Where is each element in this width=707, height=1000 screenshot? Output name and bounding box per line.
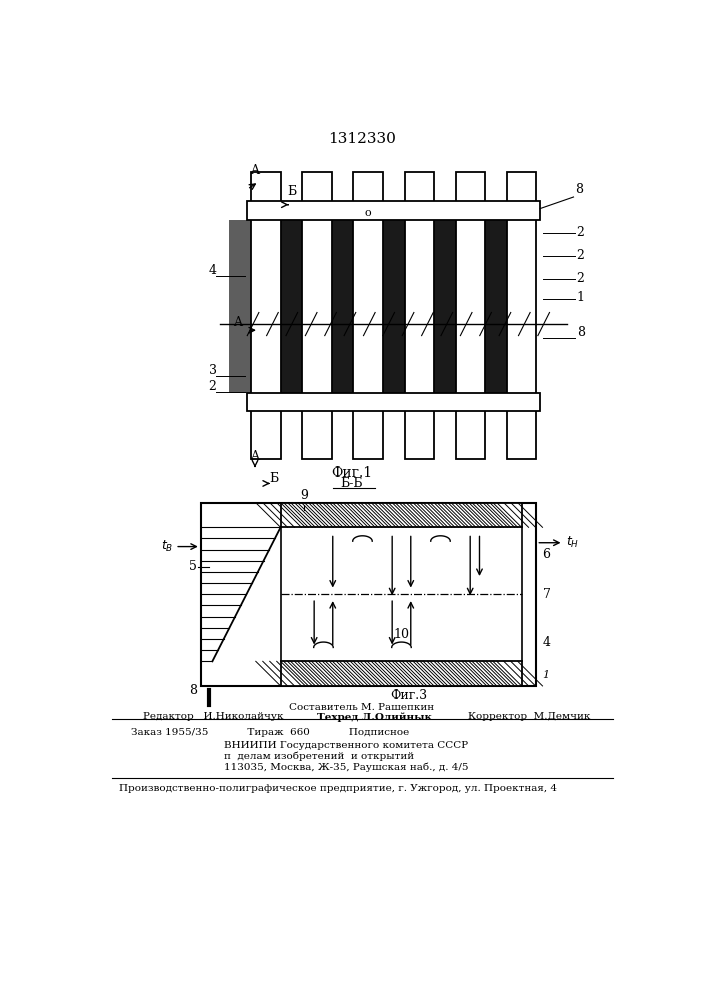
Polygon shape (404, 172, 434, 459)
Text: 8: 8 (577, 326, 585, 339)
Text: 1312330: 1312330 (328, 132, 396, 146)
Text: $t_B$: $t_B$ (161, 539, 174, 554)
Text: п  делам изобретений  и открытий: п делам изобретений и открытий (224, 751, 414, 761)
Text: $t_H$: $t_H$ (566, 535, 579, 550)
Text: Б: Б (287, 185, 296, 198)
Text: 1: 1 (542, 670, 549, 680)
Text: 5: 5 (189, 560, 197, 573)
Polygon shape (354, 172, 383, 459)
Text: 7: 7 (542, 588, 551, 601)
Text: 10: 10 (394, 628, 409, 641)
Text: Корректор  М.Демчик: Корректор М.Демчик (468, 712, 590, 721)
Text: A: A (233, 316, 242, 329)
Text: 2: 2 (577, 272, 585, 285)
Polygon shape (247, 393, 540, 411)
Text: 3: 3 (209, 364, 216, 377)
Text: A: A (250, 164, 259, 177)
Text: A: A (250, 450, 259, 463)
Text: Заказ 1955/35            Тираж  660            Подписное: Заказ 1955/35 Тираж 660 Подписное (131, 728, 409, 737)
Text: 2: 2 (209, 379, 216, 392)
Polygon shape (456, 172, 485, 459)
Polygon shape (303, 172, 332, 459)
Text: 8: 8 (189, 684, 197, 697)
Text: 6: 6 (542, 548, 551, 561)
Text: Б: Б (270, 472, 279, 485)
Polygon shape (281, 220, 303, 393)
Text: 2: 2 (577, 226, 585, 238)
Text: Техред Л.Олийнык: Техред Л.Олийнык (317, 712, 432, 722)
Text: 8: 8 (575, 183, 583, 196)
Text: 2: 2 (577, 249, 585, 262)
Text: Производственно-полиграфическое предприятие, г. Ужгород, ул. Проектная, 4: Производственно-полиграфическое предприя… (119, 784, 557, 793)
Text: o: o (365, 208, 371, 218)
Polygon shape (281, 661, 522, 686)
Polygon shape (332, 220, 354, 393)
Text: 4: 4 (542, 636, 551, 649)
Text: Б-Б: Б-Б (341, 477, 363, 490)
Text: Редактор   И.Николайчук: Редактор И.Николайчук (143, 712, 283, 721)
Text: 4: 4 (209, 264, 216, 277)
Text: 9: 9 (300, 489, 308, 502)
Text: Составитель М. Рашепкин: Составитель М. Рашепкин (289, 703, 435, 712)
Polygon shape (383, 220, 404, 393)
Text: 113035, Москва, Ж-35, Раушская наб., д. 4/5: 113035, Москва, Ж-35, Раушская наб., д. … (224, 762, 469, 772)
Polygon shape (247, 201, 540, 220)
Text: Фиг.1: Фиг.1 (332, 466, 373, 480)
Text: Фиг.3: Фиг.3 (390, 689, 427, 702)
Text: ВНИИПИ Государственного комитета СССР: ВНИИПИ Государственного комитета СССР (224, 741, 468, 750)
Polygon shape (281, 503, 522, 527)
Polygon shape (485, 220, 507, 393)
Polygon shape (434, 220, 456, 393)
Polygon shape (251, 172, 281, 459)
Polygon shape (230, 220, 251, 393)
Polygon shape (507, 172, 537, 459)
Text: 1: 1 (577, 291, 585, 304)
